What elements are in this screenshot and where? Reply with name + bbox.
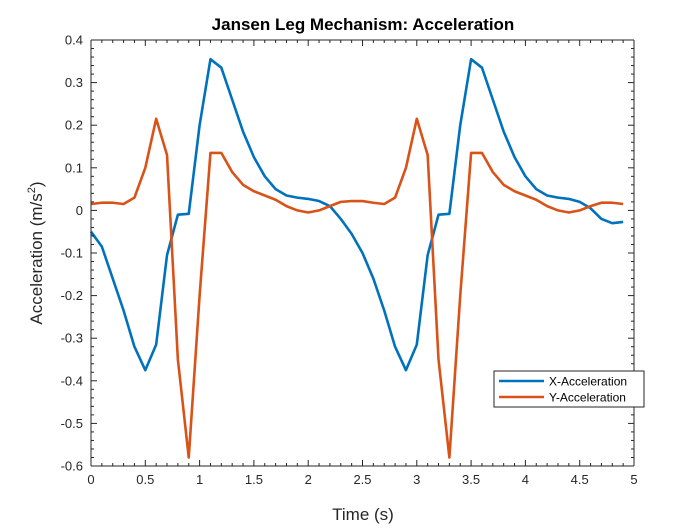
x-tick-label: 1 — [196, 472, 203, 487]
y-tick-label: -0.1 — [61, 246, 83, 261]
x-tick-label: 0.5 — [136, 472, 154, 487]
series-layer — [89, 57, 624, 459]
y-tick-label: 0 — [76, 203, 83, 218]
x-tick-label: 2.5 — [353, 472, 371, 487]
y-tick-label: 0.4 — [65, 33, 83, 48]
legend-label-x-acceleration: X-Acceleration — [549, 375, 627, 389]
x-tick-label: 0 — [87, 472, 94, 487]
series-line-x-acceleration — [89, 57, 624, 372]
chart-title: Jansen Leg Mechanism: Acceleration — [212, 15, 515, 34]
x-tick-label: 3.5 — [462, 472, 480, 487]
y-tick-label: -0.4 — [61, 373, 83, 388]
y-axis-label-end: ) — [27, 181, 46, 187]
x-tick-label: 2 — [305, 472, 312, 487]
axes-layer: 0 0.5 1 1.5 2 2.5 3 3.5 4 4.5 5 0.4 0.3 0.2 0.1 0 -0.1 -0… — [61, 33, 638, 488]
x-tick-label: 5 — [630, 472, 637, 487]
x-tick-label: 4.5 — [571, 472, 589, 487]
y-tick-label: -0.2 — [61, 288, 83, 303]
y-tick-label: -0.6 — [61, 459, 83, 474]
y-tick-label: 0.3 — [65, 75, 83, 90]
y-axis-label: Acceleration (m/s2) — [26, 181, 46, 324]
x-tick-label: 1.5 — [245, 472, 263, 487]
y-tick-label: 0.1 — [65, 160, 83, 175]
x-tick-label: 3 — [413, 472, 420, 487]
y-tick-label: -0.3 — [61, 331, 83, 346]
y-axis-label-main: Acceleration (m/s — [27, 193, 46, 324]
legend: X-Acceleration Y-Acceleration — [493, 370, 645, 408]
y-axis-label-superscript: 2 — [26, 187, 38, 193]
legend-box — [493, 370, 645, 408]
x-tick-label: 4 — [522, 472, 529, 487]
series-line-y-acceleration — [90, 117, 624, 459]
y-tick-label: -0.5 — [61, 416, 83, 431]
legend-label-y-acceleration: Y-Acceleration — [549, 391, 626, 405]
y-tick-label: 0.2 — [65, 118, 83, 133]
x-axis-label: Time (s) — [332, 505, 394, 524]
